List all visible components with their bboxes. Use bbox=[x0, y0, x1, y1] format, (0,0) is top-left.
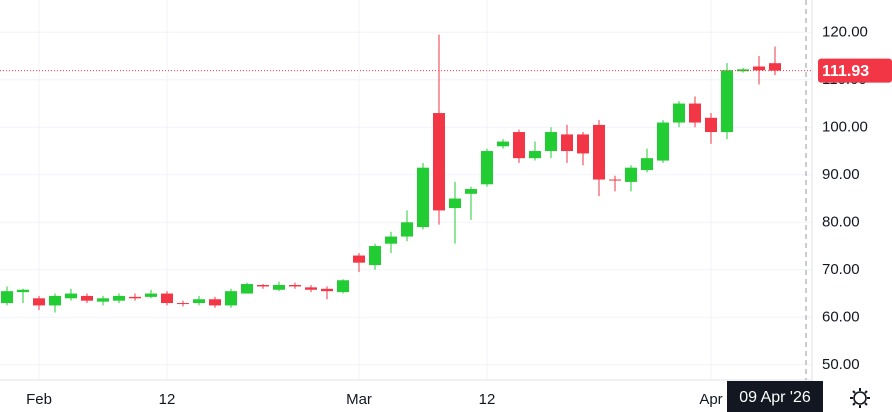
candle-body bbox=[657, 122, 669, 161]
candle-body bbox=[529, 151, 541, 159]
candle-body bbox=[49, 295, 61, 306]
candle-body bbox=[609, 179, 621, 181]
candle-body bbox=[33, 298, 45, 306]
y-tick-label: 120.00 bbox=[822, 23, 868, 40]
candle-body bbox=[577, 134, 589, 154]
crosshair-label: 09 Apr '26 bbox=[739, 389, 811, 406]
y-tick-label: 60.00 bbox=[822, 308, 860, 325]
y-tick-label: 80.00 bbox=[822, 213, 860, 230]
candle-body bbox=[689, 103, 701, 123]
candle-body bbox=[17, 289, 29, 293]
x-tick-label: Apr bbox=[699, 391, 722, 408]
candle-body bbox=[305, 287, 317, 290]
candle-body bbox=[209, 299, 221, 306]
candle-body bbox=[545, 132, 557, 152]
candle-body bbox=[161, 293, 173, 304]
crosshair-badge bbox=[727, 381, 823, 412]
candle-body bbox=[561, 134, 573, 152]
candle-body bbox=[225, 291, 237, 306]
candle-body bbox=[337, 280, 349, 293]
settings-ring bbox=[853, 391, 867, 405]
candle-body bbox=[641, 158, 653, 171]
y-tick-label: 50.00 bbox=[822, 356, 860, 373]
candle-body bbox=[193, 299, 205, 304]
x-tick-label: 12 bbox=[159, 391, 176, 408]
y-tick-label: 70.00 bbox=[822, 261, 860, 278]
candle-body bbox=[625, 167, 637, 182]
candle-body bbox=[401, 222, 413, 237]
candle-body bbox=[433, 113, 445, 211]
candle-body bbox=[449, 198, 461, 209]
candle-body bbox=[385, 236, 397, 244]
candle-body bbox=[465, 189, 477, 194]
candle-body bbox=[593, 124, 605, 180]
settings-icon[interactable] bbox=[850, 388, 870, 408]
candle-body bbox=[705, 117, 717, 133]
candle-body bbox=[65, 293, 77, 299]
candle-body bbox=[673, 103, 685, 123]
candle-body bbox=[145, 293, 157, 297]
x-tick-label: Feb bbox=[26, 391, 52, 408]
candle-body bbox=[257, 285, 269, 287]
candle-body bbox=[113, 295, 125, 301]
candle-body bbox=[177, 303, 189, 305]
candle-body bbox=[273, 285, 285, 290]
x-tick-label: 12 bbox=[479, 391, 496, 408]
candle-body bbox=[241, 284, 253, 294]
candle-body bbox=[1, 291, 13, 304]
last-price-label: 111.93 bbox=[822, 63, 869, 80]
grid bbox=[0, 0, 812, 380]
candle-body bbox=[321, 288, 333, 292]
candle-body bbox=[129, 296, 141, 299]
y-tick-label: 90.00 bbox=[822, 166, 860, 183]
last-price-badge bbox=[818, 58, 892, 83]
settings-teeth bbox=[850, 388, 870, 408]
candle-body bbox=[769, 63, 781, 71]
candle-body bbox=[353, 255, 365, 263]
x-tick-label: Mar bbox=[346, 391, 372, 408]
candle-body bbox=[289, 285, 301, 287]
candle-body bbox=[81, 295, 93, 301]
candle-body bbox=[97, 298, 109, 302]
candle-body bbox=[481, 151, 493, 185]
y-tick-label: 100.00 bbox=[822, 118, 868, 135]
candle-body bbox=[753, 66, 765, 71]
candle-body bbox=[737, 69, 749, 72]
candle-body bbox=[369, 246, 381, 266]
candle-body bbox=[417, 167, 429, 228]
candle-body bbox=[497, 141, 509, 147]
candle-body bbox=[513, 132, 525, 159]
candle-body bbox=[721, 70, 733, 133]
